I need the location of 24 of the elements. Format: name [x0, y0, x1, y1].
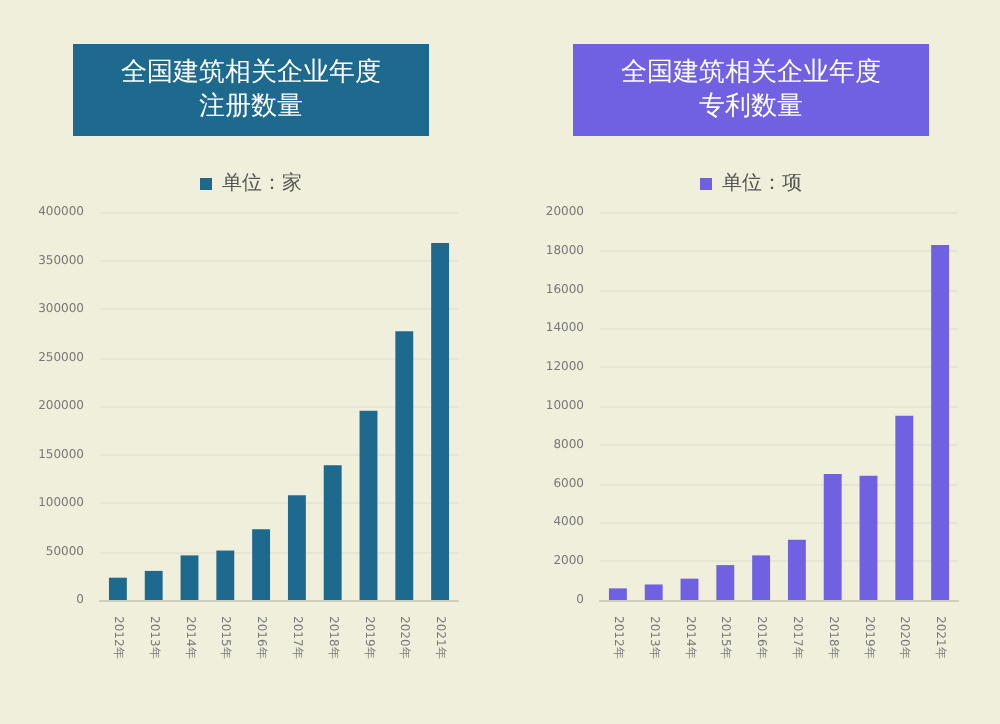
- legend-label: 单位：家: [221, 171, 301, 195]
- legend-label: 单位：项: [721, 171, 801, 195]
- bar: [822, 473, 841, 600]
- bar: [286, 495, 305, 600]
- bar: [894, 415, 913, 600]
- bar: [358, 410, 377, 600]
- chart-title: 全国建筑相关企业年度注册数量: [120, 56, 380, 122]
- bar: [430, 243, 449, 600]
- bar: [858, 475, 877, 600]
- bar: [322, 465, 341, 600]
- bar: [143, 570, 162, 600]
- bar: [679, 578, 698, 600]
- chart-title: 全国建筑相关企业年度专利数量: [620, 56, 880, 122]
- bar: [751, 555, 770, 600]
- bar: [715, 565, 734, 600]
- bar: [607, 588, 626, 600]
- bar: [107, 577, 126, 600]
- bar: [930, 244, 949, 600]
- bar: [643, 584, 662, 600]
- bar: [251, 529, 270, 600]
- bar: [786, 539, 805, 600]
- bar: [394, 331, 413, 600]
- bar: [179, 555, 198, 600]
- bar: [215, 550, 234, 600]
